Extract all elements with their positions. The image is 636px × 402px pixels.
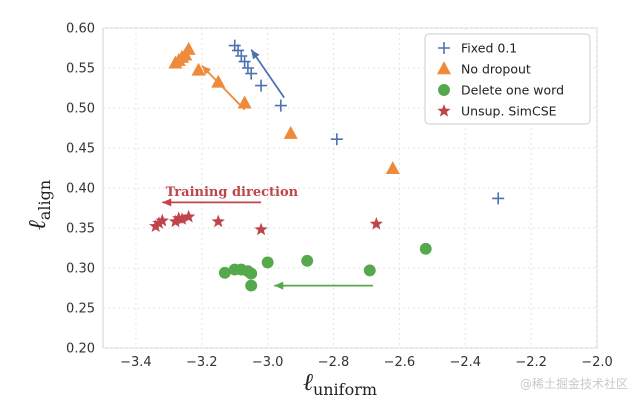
- annotations: Training direction: [166, 185, 299, 200]
- x-tick-label: −2.2: [515, 355, 547, 370]
- unsup-simcse-marker: [211, 214, 225, 228]
- y-tick-label: 0.50: [66, 102, 95, 117]
- x-tick-label: −2.4: [449, 355, 481, 370]
- x-tick-label: −2.6: [384, 355, 416, 370]
- delete-one-word-marker: [261, 256, 274, 269]
- y-axis-title-sub: align: [35, 180, 54, 220]
- x-axis-title-sub: uniform: [313, 380, 377, 399]
- direction-arrow-head: [251, 49, 260, 60]
- delete-one-word-marker: [218, 266, 231, 279]
- legend-marker: [438, 84, 450, 96]
- x-tick-label: −2.0: [581, 355, 613, 370]
- fixed-0-1-marker: [492, 192, 505, 205]
- no-dropout-marker: [211, 74, 226, 88]
- unsup-simcse-marker: [181, 209, 196, 223]
- legend-label: Unsup. SimCSE: [461, 104, 557, 119]
- y-tick-label: 0.45: [66, 142, 95, 157]
- direction-arrow-head: [162, 198, 172, 207]
- delete-one-word-marker: [245, 267, 258, 280]
- legend: Fixed 0.1 No dropout Delete one word Unsup.…: [424, 33, 591, 125]
- no-dropout-marker: [385, 161, 400, 175]
- watermark: @稀土掘金技术社区: [519, 377, 628, 391]
- y-axis-title: ℓalign: [23, 180, 54, 230]
- y-tick-label: 0.40: [66, 182, 95, 197]
- delete-one-word-marker: [363, 264, 376, 277]
- unsup-simcse-marker: [254, 222, 268, 236]
- direction-arrow-line: [250, 49, 285, 99]
- legend-label: Delete one word: [461, 83, 564, 98]
- x-tick-labels: −3.4 −3.2 −3.0 −2.8 −2.6 −2.4 −2.2 −2.0: [120, 355, 613, 370]
- no-dropout-marker: [283, 125, 298, 139]
- unsup-simcse-marker: [149, 219, 163, 233]
- grid-lines: [103, 27, 598, 349]
- delete-one-word-marker: [301, 254, 314, 267]
- unsup-simcse-marker: [155, 213, 169, 227]
- delete-one-word-marker: [245, 279, 258, 292]
- y-tick-label: 0.20: [66, 342, 95, 357]
- unsup-simcse-marker: [152, 216, 166, 229]
- legend-box: [424, 33, 591, 125]
- y-tick-label: 0.60: [66, 22, 95, 37]
- direction-arrow-head: [274, 281, 284, 290]
- x-tick-label: −3.0: [252, 355, 284, 370]
- no-dropout-marker: [237, 95, 252, 109]
- fixed-0-1-marker: [330, 133, 343, 146]
- y-tick-label: 0.35: [66, 222, 95, 237]
- x-axis-title: ℓuniform: [303, 368, 377, 399]
- y-axis-title-main: ℓ: [23, 220, 51, 230]
- no-dropout-marker: [181, 41, 196, 55]
- x-tick-label: −3.4: [120, 355, 152, 370]
- x-axis-title-main: ℓ: [303, 368, 313, 396]
- fixed-0-1-marker: [255, 79, 268, 92]
- y-tick-labels: 0.20 0.25 0.30 0.35 0.40 0.45 0.50 0.55 0.60: [66, 22, 95, 357]
- x-tick-label: −3.2: [186, 355, 218, 370]
- legend-marker: [438, 42, 450, 54]
- delete-one-word-marker: [419, 242, 432, 255]
- y-tick-label: 0.25: [66, 302, 95, 317]
- direction-arrow-head: [201, 65, 211, 75]
- no-dropout-marker: [191, 62, 206, 76]
- legend-marker: [437, 104, 451, 117]
- unsup-simcse-marker: [168, 214, 183, 228]
- legend-marker: [437, 61, 451, 75]
- y-tick-label: 0.30: [66, 262, 95, 277]
- unsup-simcse-marker: [369, 217, 383, 230]
- x-tick-label: −2.8: [318, 355, 350, 370]
- annotation-label: Training direction: [166, 185, 299, 200]
- data-markers: [149, 39, 505, 292]
- fixed-0-1-marker: [238, 55, 251, 68]
- fixed-0-1-marker: [274, 99, 287, 112]
- y-tick-label: 0.55: [66, 62, 95, 77]
- fixed-0-1-marker: [245, 67, 258, 80]
- unsup-simcse-marker: [175, 212, 189, 225]
- legend-label: No dropout: [461, 62, 531, 77]
- legend-label: Fixed 0.1: [461, 41, 517, 56]
